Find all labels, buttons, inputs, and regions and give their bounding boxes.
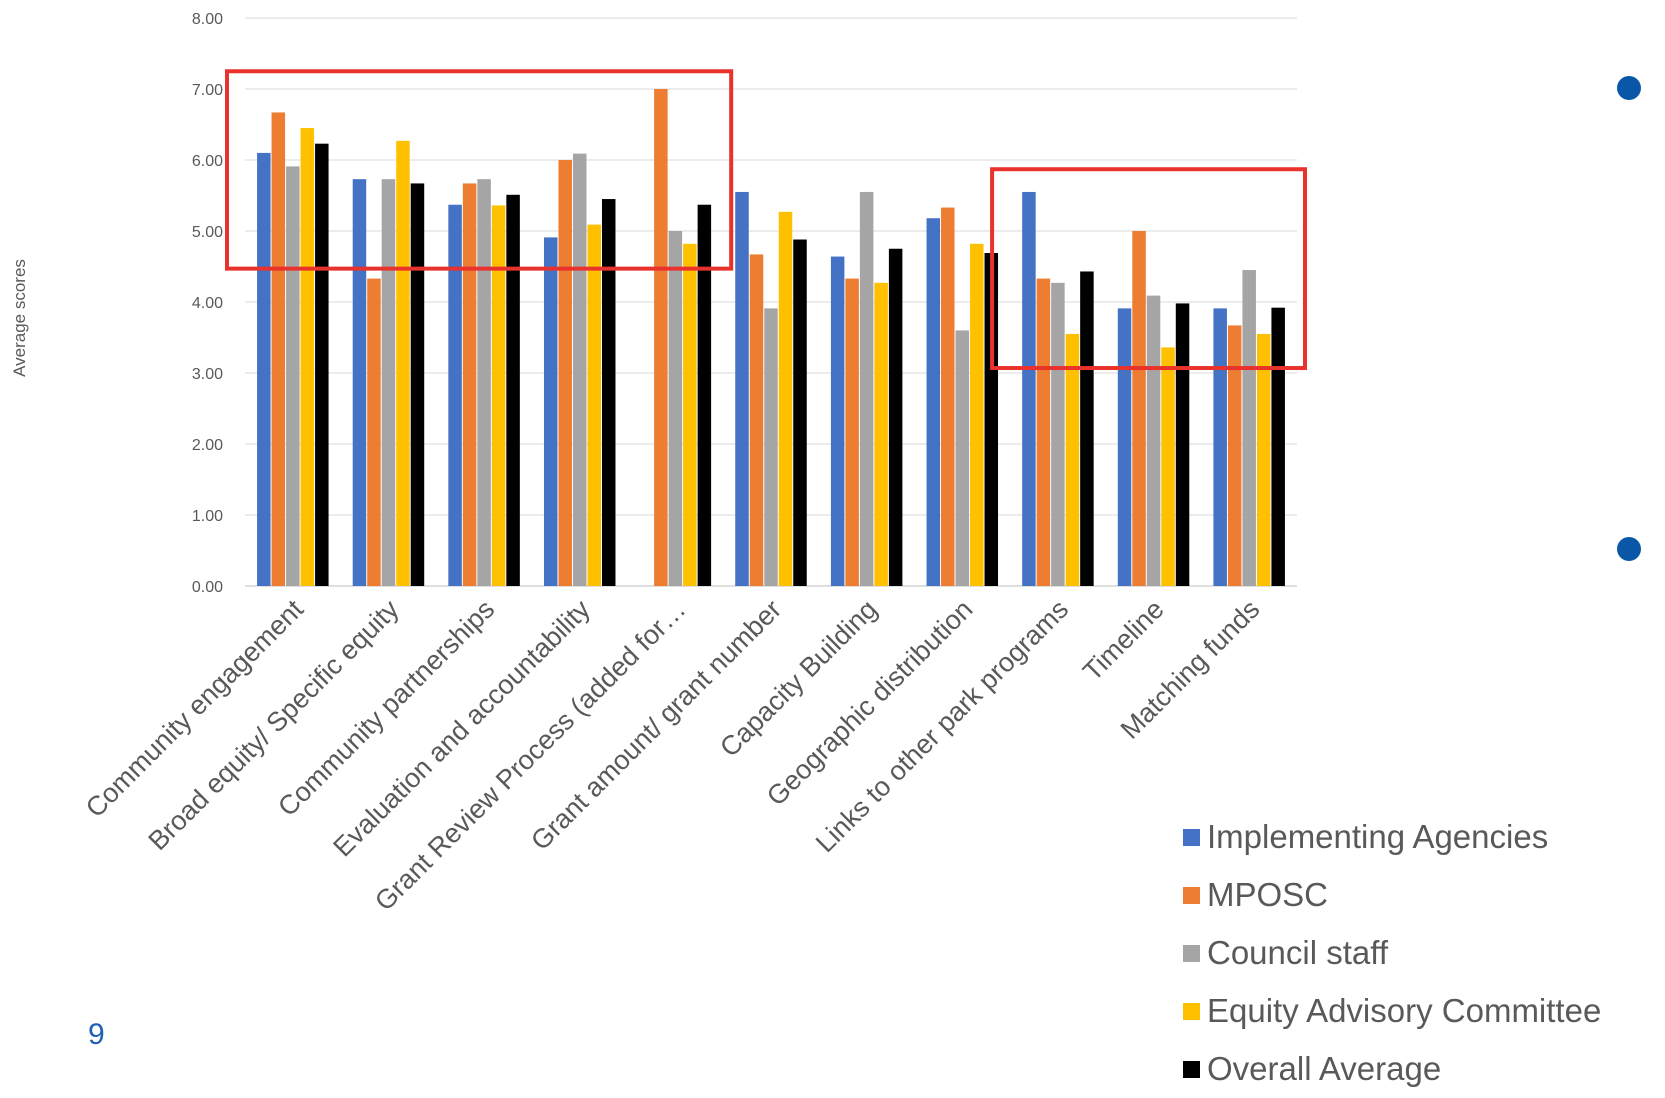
bar bbox=[793, 239, 807, 586]
bar bbox=[1022, 191, 1036, 586]
bar bbox=[572, 153, 587, 587]
y-tick-label: 1.00 bbox=[192, 508, 223, 525]
bar bbox=[1117, 308, 1132, 586]
bullet-point-2 bbox=[1617, 537, 1641, 561]
bar bbox=[1080, 271, 1094, 586]
legend-swatch bbox=[1183, 944, 1200, 962]
bar bbox=[778, 211, 793, 586]
bar bbox=[1065, 333, 1080, 586]
legend-swatch bbox=[1183, 828, 1200, 846]
bar bbox=[1161, 347, 1175, 586]
legend-label: MPOSC bbox=[1207, 876, 1329, 913]
bar bbox=[1271, 307, 1285, 586]
legend-item: Implementing Agencies bbox=[1183, 808, 1601, 866]
bar bbox=[367, 278, 381, 586]
bar bbox=[286, 166, 300, 586]
bar bbox=[888, 248, 903, 586]
y-tick-label: 2.00 bbox=[192, 437, 223, 454]
highlight-box-2 bbox=[990, 167, 1307, 371]
bar bbox=[1256, 333, 1271, 586]
bar bbox=[477, 179, 491, 587]
x-tick-label: Timeline bbox=[1077, 594, 1170, 687]
bar bbox=[926, 218, 941, 586]
bar bbox=[859, 191, 874, 586]
bar bbox=[697, 204, 712, 587]
bar bbox=[749, 254, 764, 586]
bar bbox=[491, 205, 506, 586]
legend-label: Overall Average bbox=[1207, 1050, 1442, 1087]
legend-item: MPOSC bbox=[1183, 866, 1601, 924]
bar bbox=[381, 179, 396, 587]
bar bbox=[462, 183, 477, 586]
y-tick-label: 0.00 bbox=[192, 579, 223, 596]
bar bbox=[352, 179, 367, 587]
legend: Implementing Agencies MPOSC Council staff E… bbox=[1183, 808, 1601, 1098]
y-tick-label: 8.00 bbox=[192, 11, 223, 28]
bar bbox=[601, 199, 616, 587]
page-number: 9 bbox=[88, 1018, 105, 1051]
legend-item: Council staff bbox=[1183, 924, 1601, 982]
y-tick-label: 7.00 bbox=[192, 82, 223, 99]
bar bbox=[1227, 325, 1242, 586]
bar bbox=[587, 224, 601, 587]
bar bbox=[654, 89, 668, 586]
bar bbox=[315, 143, 329, 587]
bar bbox=[735, 191, 749, 586]
bar bbox=[1036, 278, 1051, 586]
bar bbox=[984, 253, 999, 586]
legend-item: Equity Advisory Committee bbox=[1183, 982, 1601, 1040]
bar bbox=[683, 243, 697, 586]
bar bbox=[764, 308, 778, 586]
bar bbox=[668, 231, 683, 586]
bar bbox=[845, 278, 859, 586]
bar bbox=[941, 207, 955, 586]
y-tick-label: 6.00 bbox=[192, 153, 223, 170]
bar bbox=[300, 128, 315, 587]
y-tick-label: 5.00 bbox=[192, 224, 223, 241]
bar bbox=[271, 112, 286, 587]
bar bbox=[1175, 303, 1190, 586]
highlight-box-1 bbox=[225, 69, 734, 271]
bar bbox=[448, 204, 462, 587]
bar bbox=[506, 194, 520, 587]
bar bbox=[874, 282, 888, 586]
y-tick-label: 3.00 bbox=[192, 366, 223, 383]
y-axis-label: Average scores bbox=[10, 259, 29, 377]
legend-swatch bbox=[1183, 1002, 1200, 1020]
bullet-point-1 bbox=[1617, 76, 1641, 100]
legend-item: Overall Average bbox=[1183, 1040, 1601, 1098]
bar bbox=[558, 160, 572, 586]
bar bbox=[970, 243, 984, 586]
bar bbox=[543, 237, 558, 586]
bar bbox=[830, 256, 845, 586]
bar bbox=[1242, 270, 1256, 586]
legend-swatch bbox=[1183, 886, 1200, 904]
legend-label: Council staff bbox=[1207, 934, 1388, 971]
legend-swatch bbox=[1183, 1060, 1200, 1078]
bar bbox=[1132, 231, 1146, 586]
legend-label: Implementing Agencies bbox=[1207, 818, 1549, 855]
y-tick-label: 4.00 bbox=[192, 295, 223, 312]
legend-label: Equity Advisory Committee bbox=[1207, 992, 1602, 1029]
bar bbox=[955, 330, 970, 586]
bar bbox=[257, 152, 271, 586]
bar bbox=[1051, 282, 1065, 586]
bar bbox=[410, 183, 425, 586]
bar bbox=[396, 140, 410, 586]
bar bbox=[1146, 295, 1161, 586]
bar bbox=[1213, 308, 1227, 586]
